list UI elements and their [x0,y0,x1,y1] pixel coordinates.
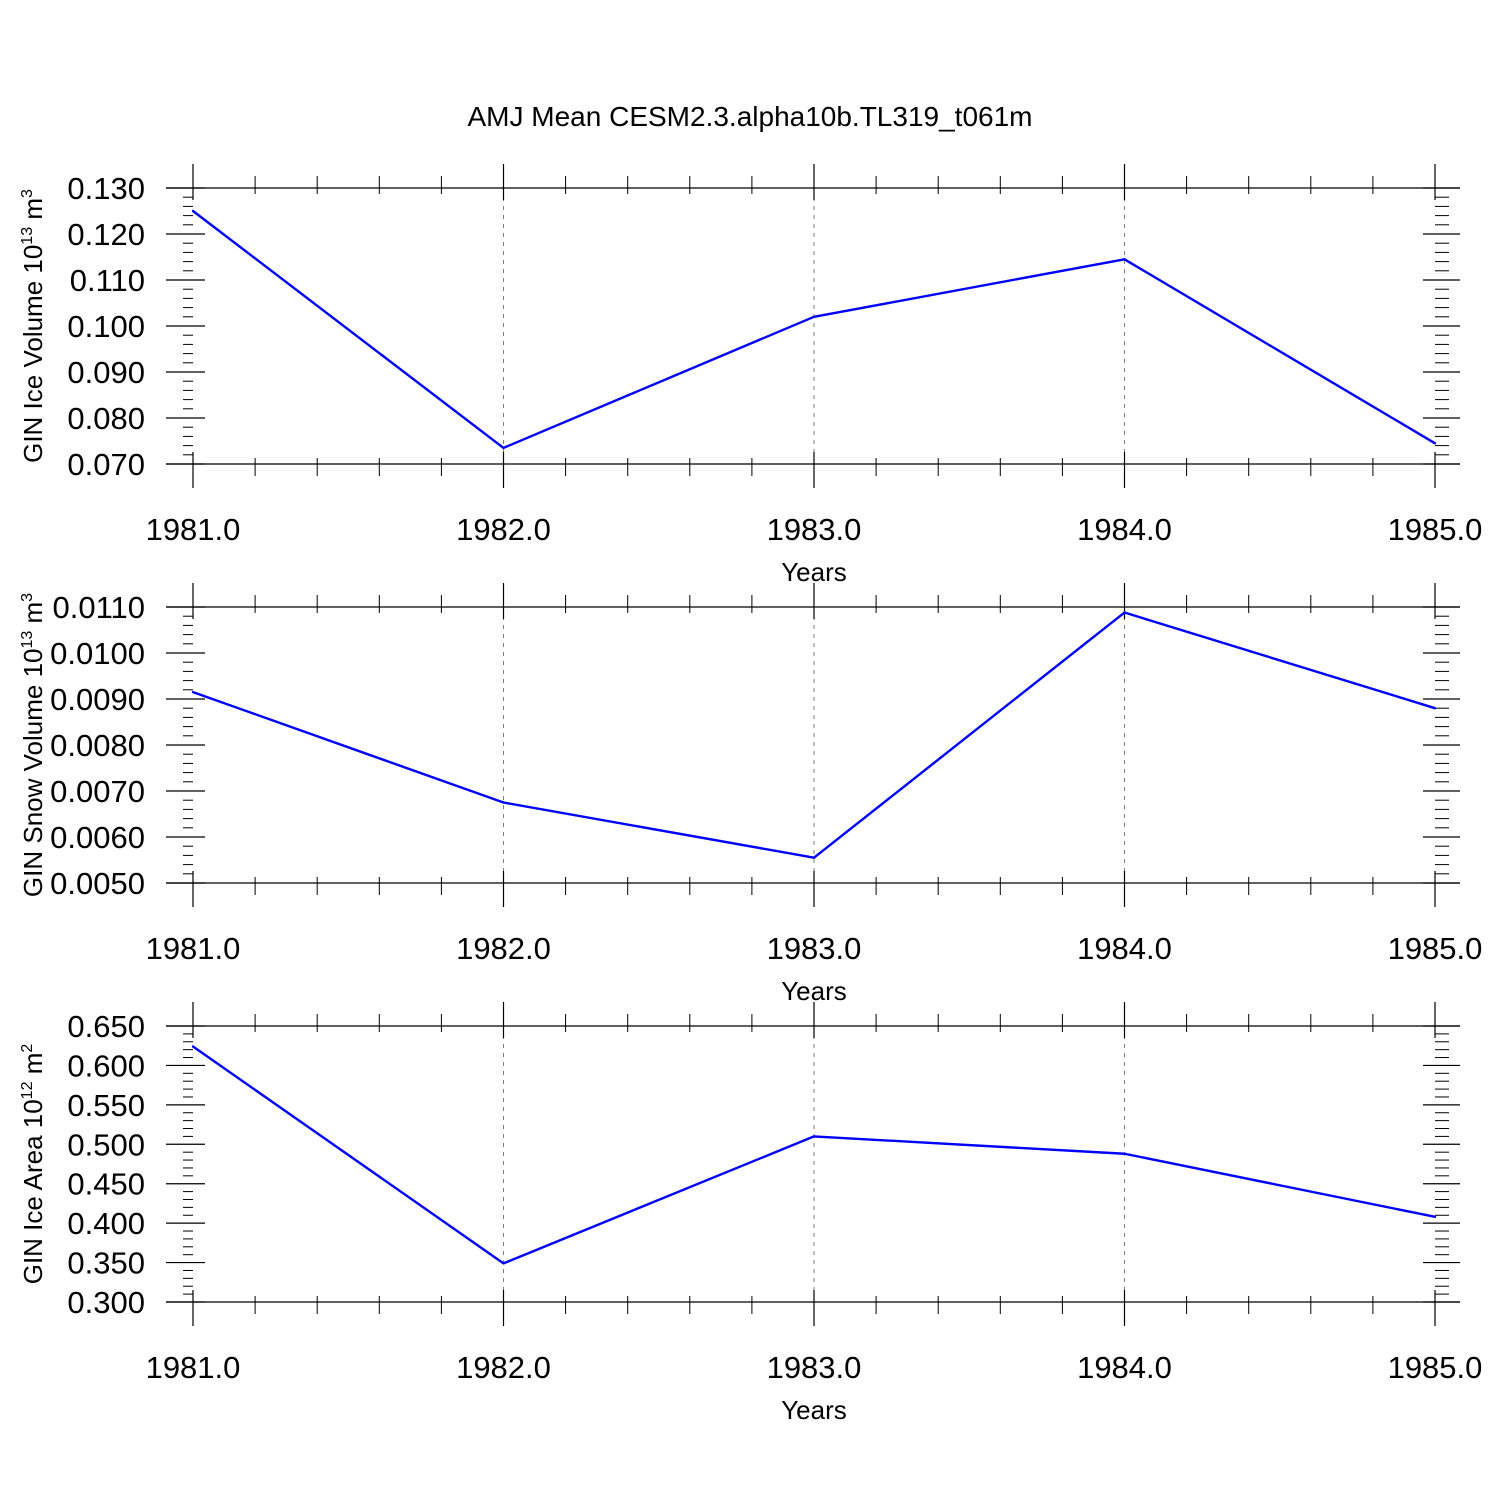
x-tick-label: 1983.0 [767,1350,862,1385]
data-point [502,1262,505,1265]
y-axis-label-superscript: 2 [19,1044,36,1053]
y-tick-label: 0.090 [67,355,145,390]
data-point [1123,611,1126,614]
x-tick-label: 1982.0 [456,512,551,547]
y-axis-label-superscript: 13 [19,227,36,245]
y-tick-label: 0.070 [67,447,145,482]
y-tick-label: 0.080 [67,401,145,436]
y-tick-label: 0.350 [67,1246,145,1281]
x-tick-label: 1982.0 [456,931,551,966]
x-tick-label: 1982.0 [456,1350,551,1385]
y-tick-label: 0.0060 [50,820,145,855]
x-tick-label: 1981.0 [146,1350,241,1385]
y-tick-label: 0.0100 [50,636,145,671]
y-axis-label-superscript: 12 [19,1081,36,1099]
data-point [502,446,505,450]
data-point [1123,258,1126,261]
y-tick-label: 0.0080 [50,728,145,763]
x-tick-label: 1985.0 [1388,931,1483,966]
y-tick-label: 0.130 [67,171,145,206]
y-axis-label-superscript: 3 [19,189,36,198]
data-point [1433,442,1437,445]
y-tick-label: 0.0070 [50,774,145,809]
y-tick-label: 0.500 [67,1127,145,1162]
x-axis-label: Years [781,976,847,1006]
y-tick-label: 0.110 [70,263,145,298]
y-axis-label: GIN Ice Volume 1013 m3 [18,189,48,463]
y-tick-label: 0.450 [67,1167,145,1202]
y-axis-label-part: m [18,602,48,631]
x-tick-label: 1983.0 [767,512,862,547]
data-point [812,315,816,318]
data-point [812,856,816,859]
x-tick-label: 1981.0 [146,512,241,547]
y-tick-label: 0.300 [67,1285,145,1320]
y-axis-label: GIN Snow Volume 1013 m3 [18,593,48,897]
data-point [1433,1215,1437,1219]
y-tick-label: 0.0090 [50,682,145,717]
figure-title: AMJ Mean CESM2.3.alpha10b.TL319_t061m [468,101,1033,132]
y-axis-label: GIN Ice Area 1012 m2 [18,1044,48,1285]
y-tick-label: 0.600 [67,1048,145,1083]
x-tick-label: 1984.0 [1077,512,1172,547]
y-tick-label: 0.0050 [50,866,145,901]
x-tick-label: 1985.0 [1388,512,1483,547]
x-axis-label: Years [781,557,847,587]
x-tick-label: 1981.0 [146,931,241,966]
y-tick-label: 0.400 [67,1206,145,1241]
y-axis-label-part: m [18,198,48,227]
y-axis-label-superscript: 13 [19,631,36,649]
y-axis-label-part: m [18,1053,48,1082]
x-tick-label: 1984.0 [1077,931,1172,966]
y-tick-label: 0.100 [67,309,145,344]
data-point [191,690,195,694]
chart-panel-2: 0.0050 0.0060 0.0070 0.0080 0.0090 0.0100 0.01… [18,583,1482,1006]
x-tick-label: 1983.0 [767,931,862,966]
data-point [1433,707,1437,710]
data-point [191,209,195,213]
x-tick-label: 1984.0 [1077,1350,1172,1385]
y-tick-label: 0.120 [67,217,145,252]
y-tick-label: 0.0110 [52,590,145,625]
y-axis-label-part: GIN Snow Volume 10 [18,649,48,898]
y-tick-label: 0.650 [67,1009,145,1044]
data-point [812,1135,816,1138]
y-tick-label: 0.550 [67,1088,145,1123]
data-point [191,1045,195,1048]
chart-panel-1: 0.070 0.080 0.090 0.100 0.110 0.120 0.130 1981.… [18,164,1482,587]
series-line [192,210,1436,450]
y-axis-label-superscript: 3 [19,593,36,602]
x-axis-label: Years [781,1395,847,1425]
chart-panel-3: 0.300 0.350 0.400 0.450 0.500 0.550 0.600 0.650… [18,1002,1482,1425]
data-point [502,801,505,804]
y-axis-label-part: GIN Ice Volume 10 [18,245,48,463]
data-point [1123,1152,1126,1155]
y-axis-label-part: GIN Ice Area 10 [18,1099,48,1284]
x-tick-label: 1985.0 [1388,1350,1483,1385]
